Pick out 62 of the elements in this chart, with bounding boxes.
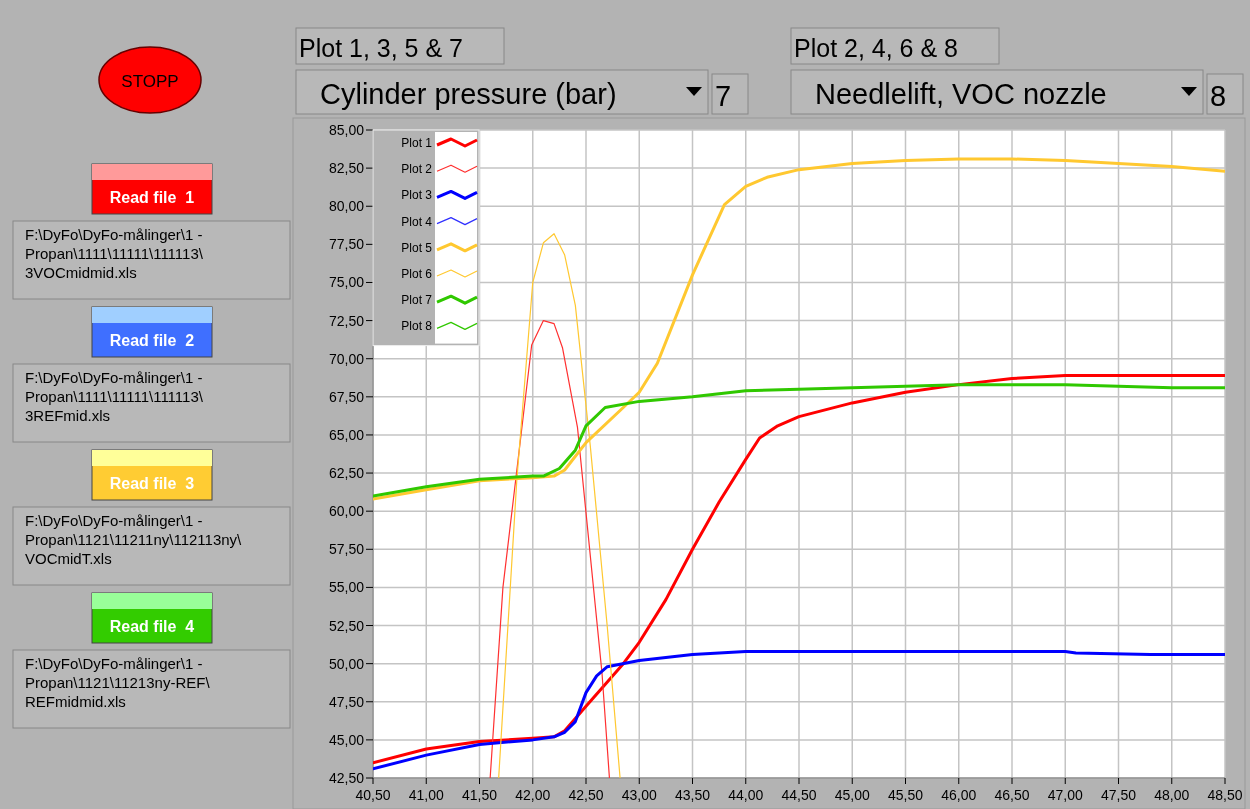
text: F:\DyFo\DyFo-målinger\1 - Propan\1111\11111\111113\ 3REFmid.xls [25,369,204,424]
text: F:\DyFo\DyFo-målinger\1 - Propan\1121\11213ny-REF\ REFmidmid.xls [25,655,211,710]
x-tick-label: 48,50 [1207,787,1243,803]
text: Read file 2 [109,332,195,349]
text: Needlelift, VOC nozzle [815,78,1107,110]
text: Read file 4 [109,618,195,635]
legend-label: Plot 3 [401,188,433,203]
y-tick-label: 67,50 [328,388,365,405]
x-tick-label: 44,50 [781,787,817,803]
legend-label: Plot 8 [401,319,433,334]
legend-label: Plot 6 [401,267,433,281]
x-tick-label: 47,50 [1100,787,1137,803]
y-tick-label: 77,50 [328,236,365,253]
y-tick-label: 65,00 [328,426,365,443]
y-tick-label: 45,00 [328,731,365,748]
line-series [373,373,1225,765]
y-tick-label: 60,00 [328,503,365,520]
x-tick-label: 40,50 [355,787,391,803]
legend-label: Plot 5 [401,240,433,255]
x-tick-label: 46,00 [941,787,977,803]
legend-label: Plot 2 [401,162,433,177]
x-tick-label: 48,00 [1154,787,1190,803]
text: STOPP [121,72,179,91]
legend-label: Plot 4 [401,214,433,229]
line-series [373,383,1225,498]
y-tick-label: 80,00 [328,198,365,215]
y-tick-label: 52,50 [328,617,365,634]
x-tick-label: 46,50 [994,787,1030,803]
text: 8 [1210,80,1227,112]
y-tick-label: 50,00 [328,655,365,672]
text: Cylinder pressure (bar) [320,78,617,110]
text: F:\DyFo\DyFo-målinger\1 - Propan\1111\11111\111113\ 3VOCmidmid.xls [25,226,204,281]
x-tick-label: 44,00 [728,787,764,803]
x-tick-label: 42,50 [568,787,604,803]
x-tick-label: 41,50 [461,787,498,803]
text: Read file 1 [109,189,195,206]
y-tick-label: 62,50 [328,465,365,482]
y-tick-label: 72,50 [328,312,365,329]
text: Read file 3 [109,475,195,492]
text: 7 [715,80,732,112]
y-tick-label: 70,00 [328,350,365,367]
x-tick-label: 43,00 [621,787,657,803]
x-tick-label: 45,00 [834,787,870,803]
legend-label: Plot 7 [401,293,433,308]
x-tick-label: 41,00 [408,787,444,803]
text: F:\DyFo\DyFo-målinger\1 - Propan\1121\11211ny\112113ny\ VOCmidT.xls [25,512,243,567]
line-series [489,319,611,778]
x-tick-label: 42,00 [515,787,551,803]
y-tick-label: 57,50 [328,541,365,558]
x-tick-label: 47,00 [1047,787,1083,803]
x-tick-label: 43,50 [674,787,711,803]
y-tick-label: 85,00 [328,122,365,138]
text: Plot 1, 3, 5 & 7 [299,34,463,62]
y-tick-label: 82,50 [328,160,365,177]
text: Plot 2, 4, 6 & 8 [794,34,958,62]
y-tick-label: 42,50 [328,770,365,786]
y-tick-label: 47,50 [328,693,365,710]
y-tick-label: 55,00 [328,579,365,596]
y-tick-label: 75,00 [328,274,365,291]
legend-label: Plot 1 [401,136,433,150]
line-series [373,649,1225,771]
x-tick-label: 45,50 [887,787,924,803]
